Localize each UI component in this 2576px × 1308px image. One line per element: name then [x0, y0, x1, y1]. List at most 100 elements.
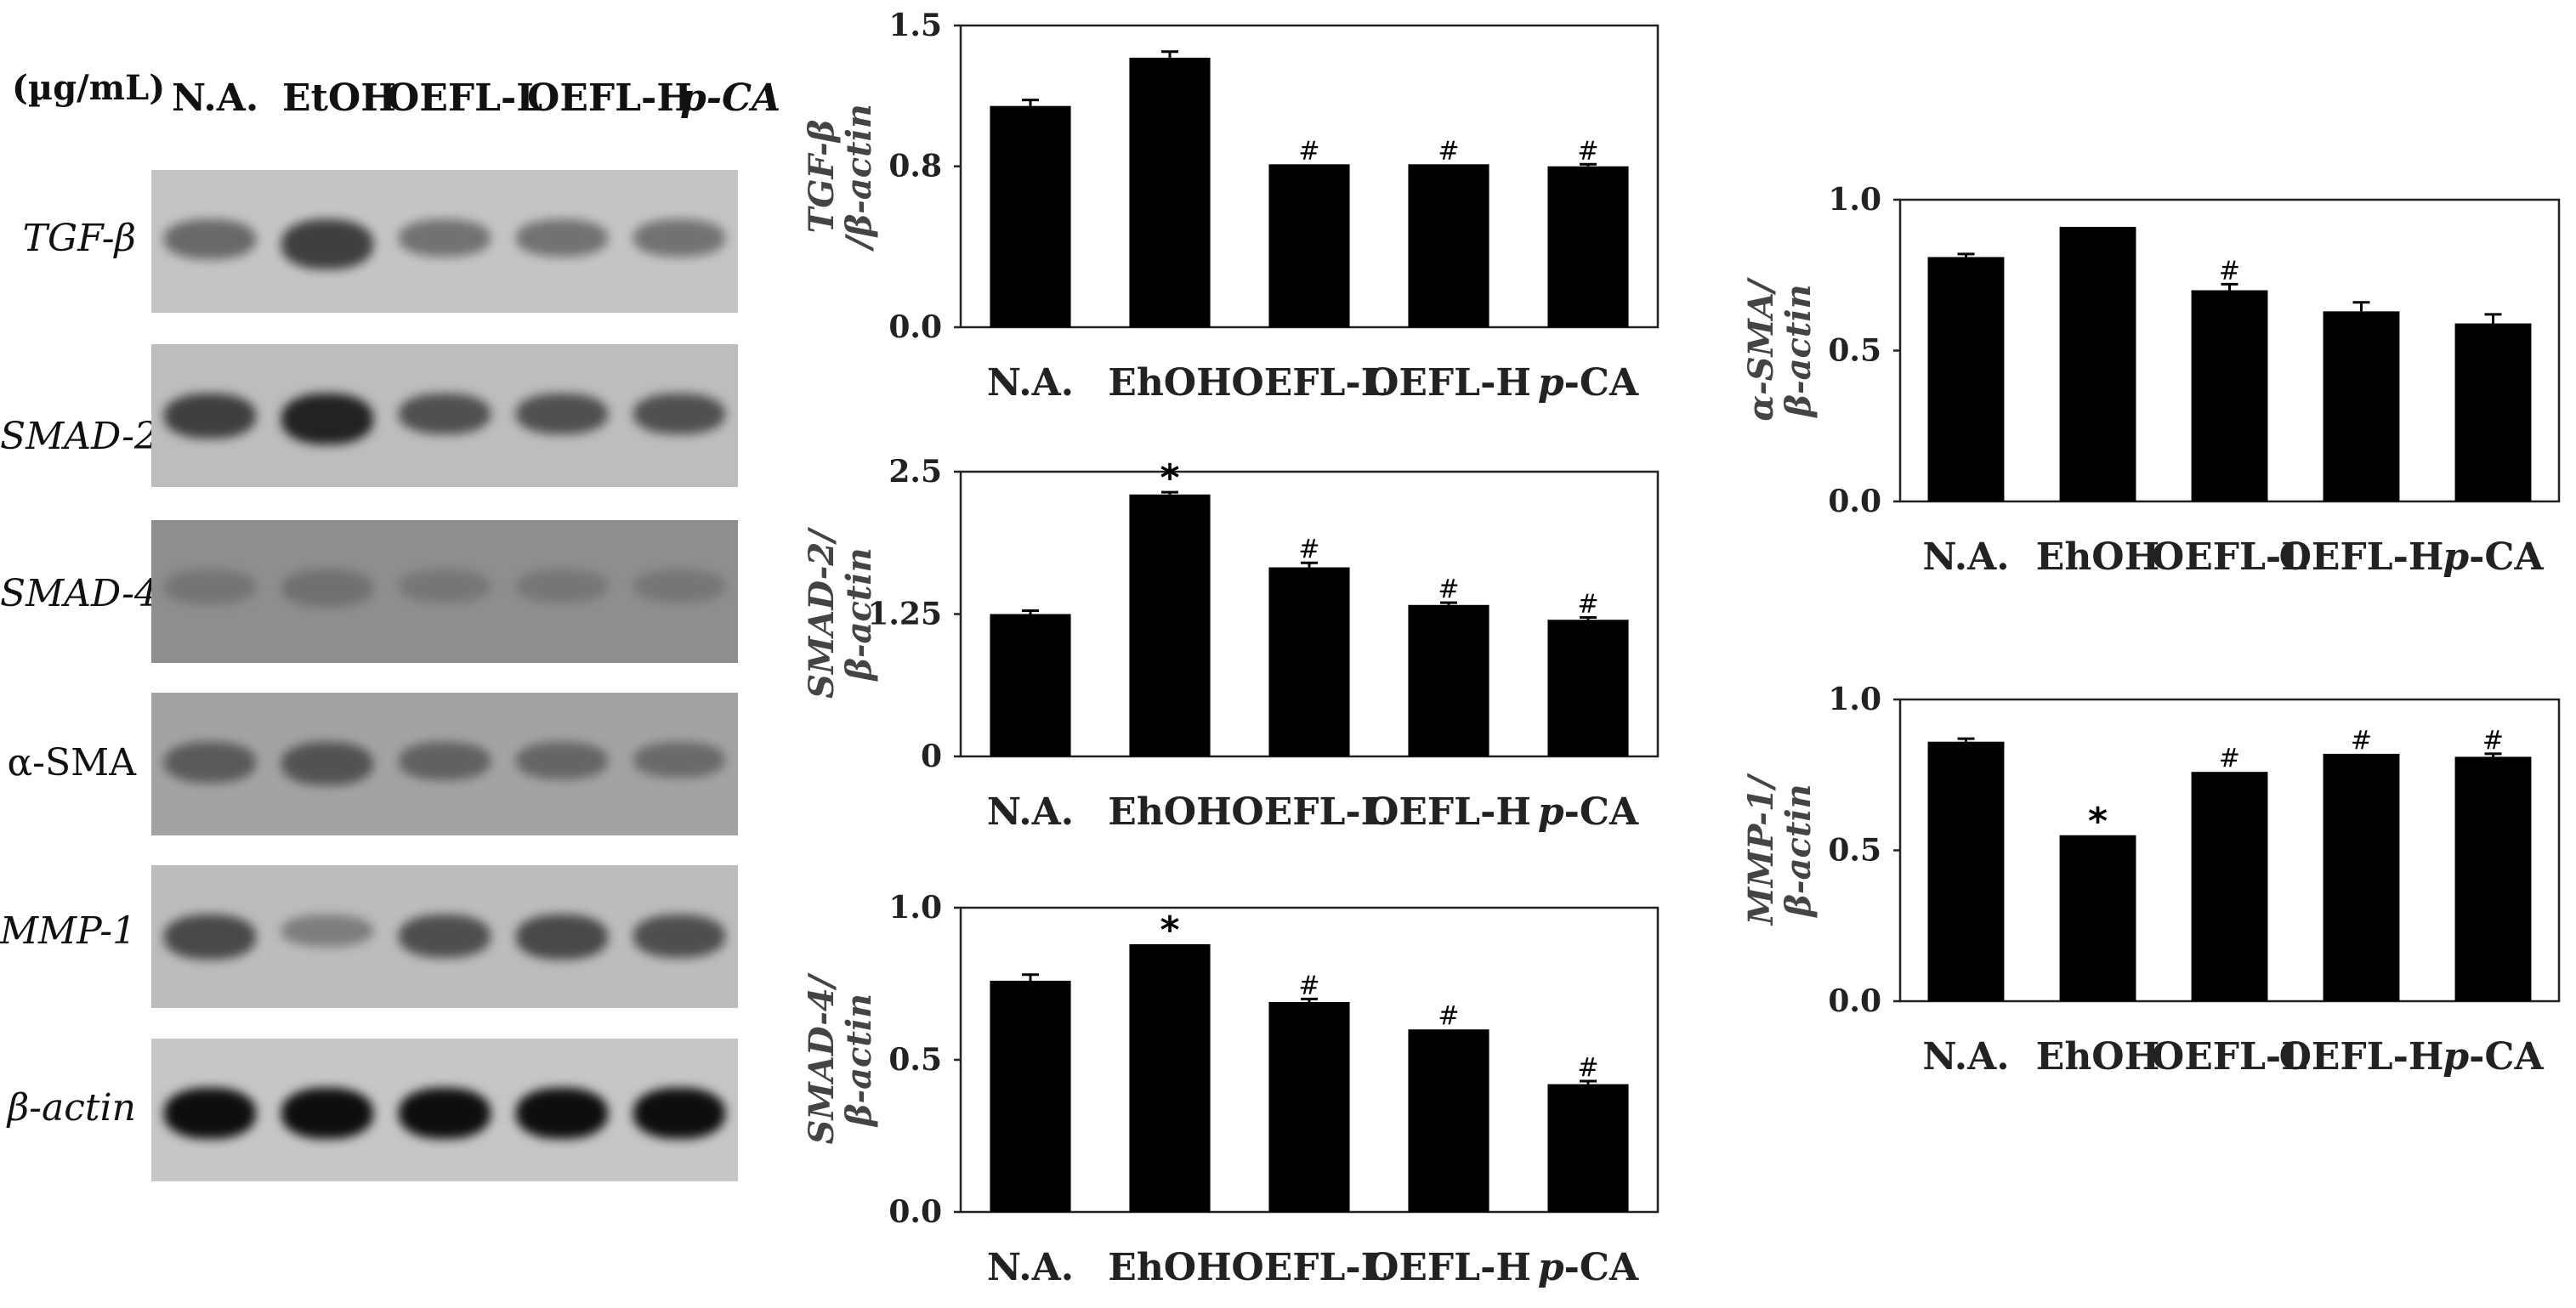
gene-label: SMAD-4 — [0, 572, 158, 615]
y-tick-label: 1.0 — [1828, 682, 1881, 717]
y-axis-label: SMAD-2/β-actin — [802, 527, 879, 699]
bar — [1129, 494, 1211, 756]
x-category-label: EhOH — [2036, 1035, 2159, 1079]
significance-hash: # — [1438, 575, 1459, 604]
gel-strip — [151, 170, 738, 313]
significance-hash: # — [1577, 1053, 1598, 1083]
gel-band — [281, 1088, 373, 1139]
gel-band — [399, 914, 491, 958]
y-tick-label: 0 — [921, 739, 942, 774]
chart-mmp1: 0.0 0.5 1.0 N.A. * EhOH # OEFL-L # OEFL-H # p-CA MMP… — [1741, 682, 2561, 1079]
x-category-label: EhOH — [2036, 535, 2159, 579]
unit-label: (µg/mL) — [12, 68, 166, 108]
bar — [1408, 164, 1489, 327]
y-axis-label-line: SMAD-2/ — [802, 527, 842, 699]
gel-strip — [151, 865, 738, 1008]
significance-star: * — [1160, 909, 1179, 952]
x-category-label: OEFL-H — [2279, 535, 2444, 579]
gel-band — [516, 742, 608, 779]
x-category-label: N.A. — [987, 1246, 1074, 1289]
gene-label: SMAD-2 — [0, 415, 158, 458]
significance-star: * — [1160, 456, 1179, 500]
significance-hash: # — [1577, 590, 1598, 620]
significance-hash: # — [1577, 136, 1598, 166]
bar — [2059, 835, 2136, 1001]
gel-band — [281, 914, 373, 947]
bar — [990, 614, 1071, 756]
gel-band — [516, 394, 608, 434]
y-axis-label-line: β-actin — [839, 994, 879, 1128]
bar — [1268, 567, 1350, 756]
lane-header: N.A. — [172, 76, 259, 120]
gel-band — [633, 1088, 725, 1139]
gel-band — [164, 569, 256, 604]
bar — [1408, 604, 1489, 756]
gel-band — [281, 742, 373, 785]
significance-star: * — [2088, 800, 2108, 843]
y-axis-label: α-SMA/β-actin — [1741, 277, 1819, 422]
significance-hash: # — [2219, 256, 2240, 286]
y-axis-label-line: /β-actin — [839, 104, 879, 252]
y-axis-label: SMAD-4/β-actin — [802, 972, 879, 1144]
x-category-label: OEFL-H — [1366, 1246, 1531, 1289]
y-tick-label: 0.0 — [1828, 484, 1881, 519]
x-category-label: p-CA — [2443, 535, 2544, 579]
bar — [990, 105, 1071, 328]
gel-band — [281, 569, 373, 607]
gel-band — [399, 394, 491, 434]
y-tick-label: 1.0 — [1828, 182, 1881, 218]
significance-hash: # — [2219, 744, 2240, 773]
bar — [1927, 257, 2005, 501]
gel-band — [164, 394, 256, 439]
y-axis-label-line: β-actin — [1779, 784, 1819, 918]
x-category-label: N.A. — [987, 790, 1074, 834]
y-tick-label: 1.5 — [888, 8, 942, 43]
y-tick-label: 0.5 — [1828, 833, 1881, 869]
gel-band — [399, 219, 491, 257]
y-tick-label: 0.0 — [888, 1194, 942, 1230]
gel-band — [633, 914, 725, 958]
x-category-label: OEFL-L — [2152, 535, 2307, 579]
gel-band — [164, 1088, 256, 1139]
gel-strip — [151, 1039, 738, 1181]
gene-label: MMP-1 — [0, 909, 137, 953]
y-tick-label: 0.5 — [1828, 333, 1881, 369]
bar — [2454, 756, 2532, 1001]
chart-smad2: 0 1.25 2.5 N.A. * EhOH # OEFL-L # OEFL-H # p-CA SMAD… — [802, 454, 1660, 834]
gel-band — [633, 569, 725, 603]
y-axis-label-line: TGF-β — [802, 120, 842, 234]
y-axis-label: TGF-β/β-actin — [802, 104, 879, 252]
bar — [2454, 323, 2532, 501]
y-tick-label: 0.0 — [1828, 983, 1881, 1019]
gel-panel: (µg/mL) N.A. EtOH OEFL-L OEFL-H p-CA TGF… — [0, 0, 780, 1308]
gel-band — [516, 219, 608, 257]
bar — [2191, 290, 2268, 501]
gel-band — [164, 914, 256, 960]
x-category-label: p-CA — [1538, 790, 1639, 834]
bar — [1547, 1084, 1629, 1212]
gel-band — [399, 742, 491, 780]
gel-band — [399, 1088, 491, 1139]
y-tick-label: 0.0 — [888, 309, 942, 345]
bar — [2323, 753, 2400, 1001]
x-category-label: OEFL-L — [1231, 1246, 1387, 1289]
gel-band — [281, 219, 373, 269]
bar — [1129, 57, 1211, 327]
y-axis-label-line: α-SMA/ — [1741, 277, 1781, 422]
significance-hash: # — [2351, 726, 2372, 756]
gel-band — [399, 569, 491, 603]
bar — [2323, 311, 2400, 501]
lane-header: OEFL-H — [527, 76, 692, 120]
x-category-label: p-CA — [1538, 361, 1639, 405]
bar — [1547, 620, 1629, 756]
significance-hash: # — [1298, 136, 1319, 166]
bar — [1268, 1001, 1350, 1212]
y-axis-label-line: β-actin — [839, 547, 879, 682]
y-tick-label: 1.0 — [888, 890, 942, 926]
significance-hash: # — [1438, 1001, 1459, 1031]
bar — [1408, 1029, 1489, 1212]
bar — [2191, 772, 2268, 1001]
chart-tgf: 0.0 0.8 1.5 N.A. EhOH # OEFL-L # OEFL-H # p-CA TGF-… — [802, 8, 1660, 405]
chart-smad4: 0.0 0.5 1.0 N.A. * EhOH # OEFL-L # OEFL-H # p-CA SMA… — [802, 890, 1660, 1289]
